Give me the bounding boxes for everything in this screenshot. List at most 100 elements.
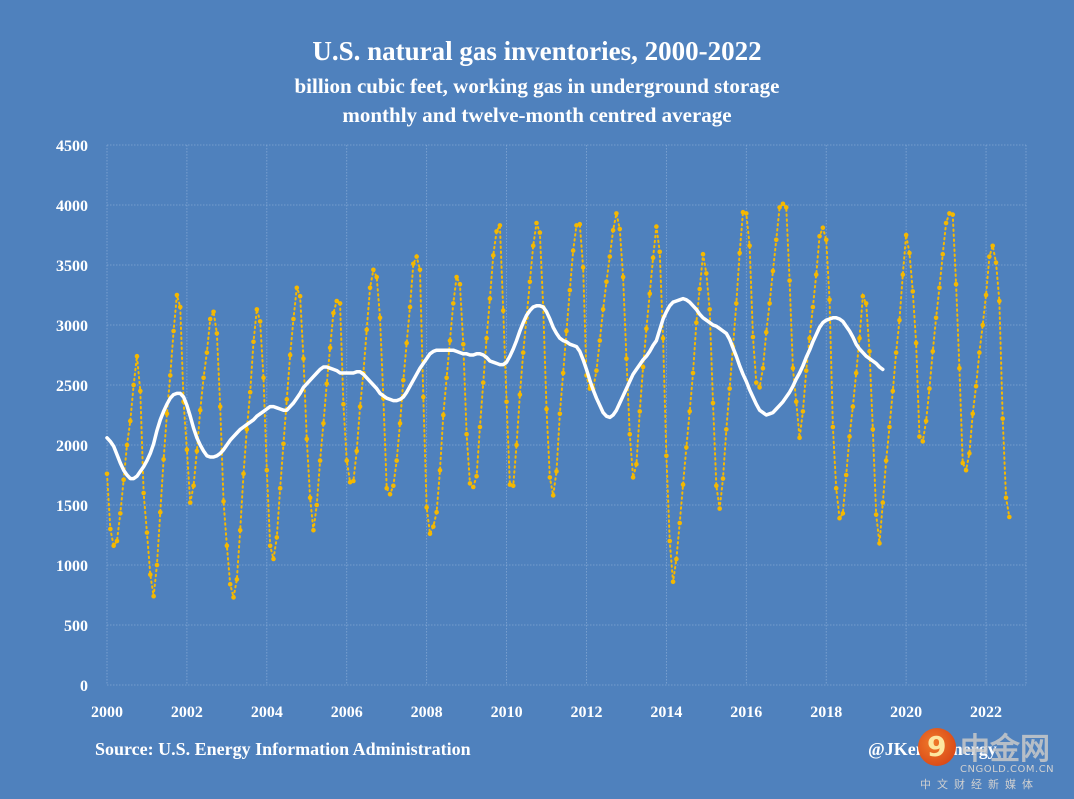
data-point-monthly xyxy=(873,512,879,517)
data-point-monthly xyxy=(687,409,692,414)
data-point-monthly xyxy=(421,394,426,400)
data-point-monthly xyxy=(913,340,919,346)
data-point-monthly xyxy=(670,579,676,585)
data-point-monthly xyxy=(900,272,906,277)
data-point-monthly xyxy=(867,349,872,354)
data-point-monthly xyxy=(517,392,523,397)
data-point-monthly xyxy=(454,274,459,280)
source-note: Source: U.S. Energy Information Administ… xyxy=(95,739,471,759)
data-point-monthly xyxy=(341,401,346,407)
data-point-monthly xyxy=(297,293,303,299)
data-point-monthly xyxy=(391,483,396,489)
data-point-monthly xyxy=(257,319,263,324)
data-point-monthly xyxy=(237,527,243,533)
data-point-monthly xyxy=(191,483,196,489)
data-point-monthly xyxy=(544,406,549,412)
data-point-monthly xyxy=(810,304,816,310)
x-tick-label: 2018 xyxy=(810,704,842,721)
data-point-monthly xyxy=(497,223,503,228)
data-point-monthly xyxy=(504,399,509,405)
data-point-monthly xyxy=(1003,495,1009,501)
data-point-monthly xyxy=(970,411,976,417)
data-point-monthly xyxy=(813,272,819,277)
data-point-monthly xyxy=(657,249,663,255)
data-point-monthly xyxy=(231,595,236,600)
data-point-monthly xyxy=(247,389,253,395)
data-point-monthly xyxy=(301,356,306,361)
data-point-monthly xyxy=(424,505,429,510)
data-point-monthly xyxy=(893,350,899,355)
data-point-monthly xyxy=(467,481,473,486)
data-point-monthly xyxy=(833,485,839,491)
data-point-monthly xyxy=(437,467,443,473)
y-tick-label: 1500 xyxy=(56,498,88,515)
watermark-logo-icon: 9 xyxy=(918,728,956,766)
data-point-monthly xyxy=(980,322,986,328)
data-point-monthly xyxy=(787,278,792,283)
data-point-monthly xyxy=(417,267,423,273)
data-point-monthly xyxy=(604,279,609,285)
data-point-monthly xyxy=(920,439,926,444)
data-point-monthly xyxy=(963,467,969,473)
data-point-monthly xyxy=(917,434,922,439)
data-point-monthly xyxy=(700,251,706,257)
data-point-monthly xyxy=(554,469,559,474)
data-point-monthly xyxy=(241,471,246,477)
data-point-monthly xyxy=(464,431,469,437)
series-monthly xyxy=(104,201,1012,600)
data-point-monthly xyxy=(447,338,453,343)
data-point-monthly xyxy=(367,285,373,291)
data-point-monthly xyxy=(364,327,370,333)
data-point-monthly xyxy=(807,335,812,341)
data-point-monthly xyxy=(783,205,789,210)
data-point-monthly xyxy=(187,500,193,505)
data-point-monthly xyxy=(887,424,892,430)
y-tick-label: 1000 xyxy=(56,558,88,575)
data-point-monthly xyxy=(777,205,782,210)
data-point-monthly xyxy=(993,260,999,265)
data-point-monthly xyxy=(923,418,929,424)
y-tick-label: 4500 xyxy=(56,138,88,155)
y-tick-label: 500 xyxy=(64,618,88,635)
data-point-monthly xyxy=(820,225,826,231)
data-point-monthly xyxy=(171,328,176,334)
series-average-line xyxy=(105,296,885,481)
data-point-monthly xyxy=(161,457,166,462)
data-point-monthly xyxy=(684,445,689,450)
data-point-monthly xyxy=(610,227,616,233)
chart-title: U.S. natural gas inventories, 2000-2022 xyxy=(312,36,762,66)
data-point-monthly xyxy=(307,495,313,501)
data-point-monthly xyxy=(470,484,476,490)
data-point-monthly xyxy=(720,476,726,481)
data-point-monthly xyxy=(850,404,856,409)
data-point-monthly xyxy=(401,377,406,383)
x-tick-label: 2000 xyxy=(91,704,123,721)
data-point-monthly xyxy=(883,458,889,463)
data-point-monthly xyxy=(157,509,163,515)
data-point-monthly xyxy=(843,472,849,478)
data-point-monthly xyxy=(870,427,876,432)
data-point-monthly xyxy=(697,286,702,292)
data-point-monthly xyxy=(217,404,223,409)
data-point-monthly xyxy=(261,375,266,381)
data-point-monthly xyxy=(620,274,626,280)
x-tick-label: 2020 xyxy=(890,704,922,721)
data-point-monthly xyxy=(194,448,200,454)
data-point-monthly xyxy=(317,458,323,463)
data-point-monthly xyxy=(184,447,190,453)
data-point-monthly xyxy=(570,248,576,253)
data-point-monthly xyxy=(244,427,250,432)
data-point-monthly xyxy=(560,370,566,376)
data-point-monthly xyxy=(131,382,136,388)
data-point-monthly xyxy=(967,451,972,456)
data-point-monthly xyxy=(770,268,776,274)
data-point-monthly xyxy=(490,253,496,258)
data-point-monthly xyxy=(637,409,643,414)
y-axis-ticks: 0 500 1000 1500 2000 2500 3000 3500 4000 4500 xyxy=(56,138,88,695)
data-point-monthly xyxy=(530,243,536,249)
data-point-monthly xyxy=(660,335,666,341)
y-tick-label: 3500 xyxy=(56,258,88,275)
data-point-monthly xyxy=(630,475,636,480)
data-point-monthly xyxy=(314,502,320,508)
